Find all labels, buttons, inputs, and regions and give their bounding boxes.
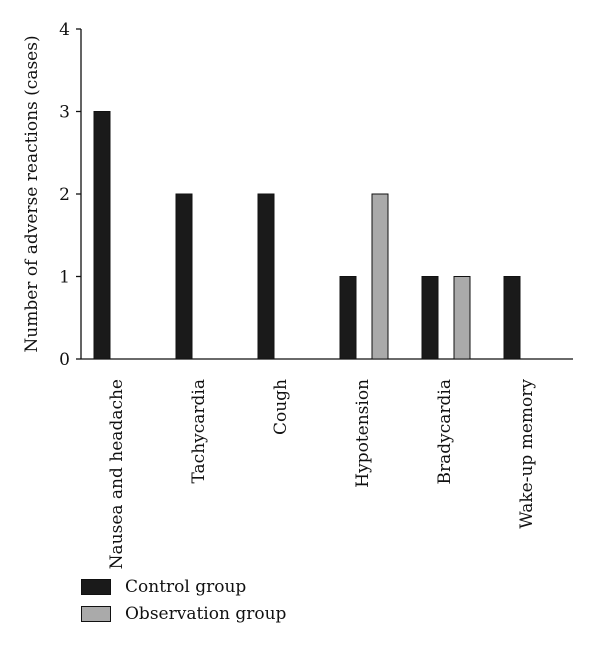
legend-swatch-control [81, 579, 111, 595]
legend-swatch-observation [81, 606, 111, 622]
y-tick-label: 3 [59, 103, 70, 123]
y-ticks: 0 1 2 3 4 [59, 20, 81, 370]
legend-label-observation: Observation group [125, 604, 287, 624]
bar-control [503, 276, 521, 360]
y-axis-label: Number of adverse reactions (cases) [22, 35, 42, 352]
y-tick-label: 2 [59, 185, 70, 205]
x-tick-label: Hypotension [353, 379, 373, 488]
bar-control [421, 276, 439, 360]
x-tick-label: Bradycardia [435, 379, 455, 484]
legend-item-observation: Observation group [81, 601, 286, 627]
x-tick-label: Cough [271, 379, 291, 435]
legend: Control group Observation group [81, 574, 286, 628]
x-tick-label: Wake-up memory [517, 379, 537, 529]
bar-control [257, 193, 275, 360]
bar-control [93, 111, 111, 360]
chart-axes [80, 29, 573, 360]
legend-label-control: Control group [125, 577, 247, 597]
bar-control [175, 193, 193, 360]
x-ticks: Nausea and headache Tachycardia Cough Hypot… [107, 379, 537, 570]
bars [93, 111, 521, 360]
y-tick-label: 4 [59, 20, 70, 40]
x-tick-label: Tachycardia [189, 379, 209, 483]
legend-item-control: Control group [81, 574, 286, 600]
bar-control [339, 276, 357, 360]
bar-observation [453, 276, 471, 360]
y-tick-label: 1 [59, 268, 70, 288]
x-tick-label: Nausea and headache [107, 379, 127, 569]
y-tick-label: 0 [59, 350, 70, 370]
bar-observation [371, 193, 389, 360]
